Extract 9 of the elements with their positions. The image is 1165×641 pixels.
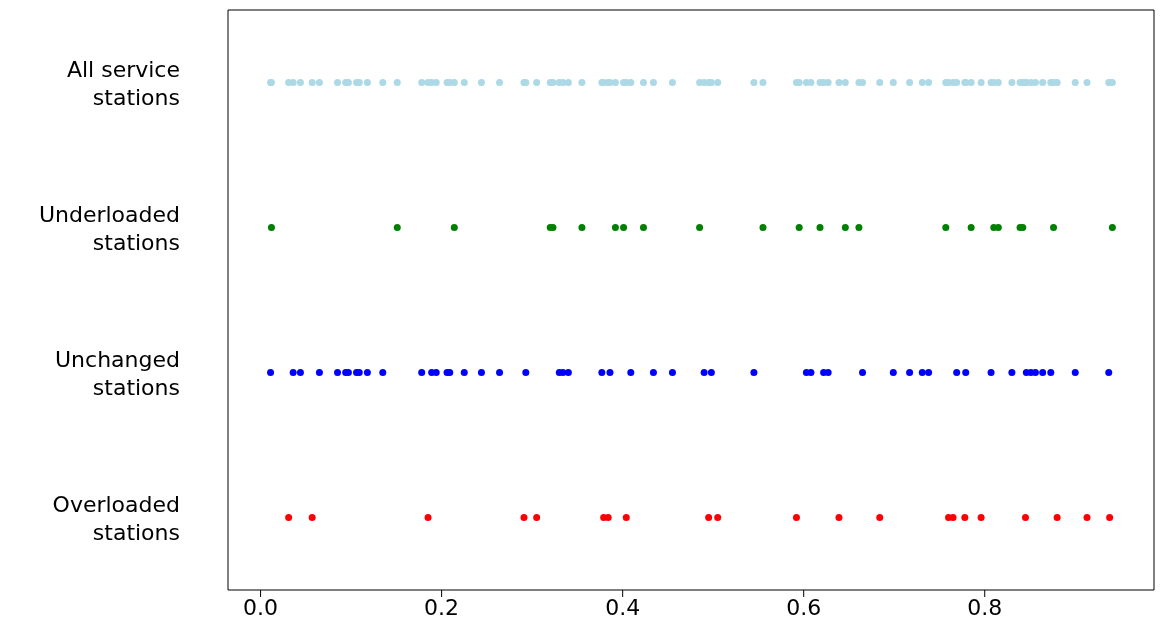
y-tick-label: Overloaded stations bbox=[52, 491, 180, 545]
x-tick-label: 0.6 bbox=[786, 594, 822, 620]
y-tick-label: Unchanged stations bbox=[55, 346, 180, 400]
x-tick-label: 0.4 bbox=[605, 594, 641, 620]
x-tick-label: 0.2 bbox=[424, 594, 460, 620]
y-tick-label: All service stations bbox=[66, 56, 180, 110]
y-tick-label: Underloaded stations bbox=[38, 201, 180, 255]
x-tick-label: 0.0 bbox=[243, 594, 279, 620]
x-tick-label: 0.8 bbox=[967, 594, 1003, 620]
